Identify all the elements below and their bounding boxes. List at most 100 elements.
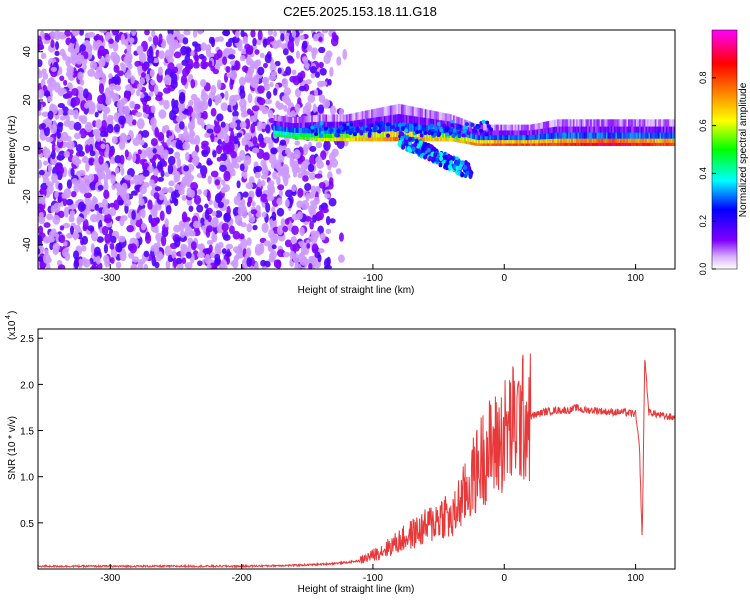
noise-cell <box>282 225 289 233</box>
ridge-cell <box>673 142 675 146</box>
noise-cell <box>87 225 95 232</box>
ridge-cell <box>626 142 629 146</box>
noise-cell <box>144 30 150 36</box>
noise-cell <box>250 30 256 38</box>
ridge-cell <box>476 143 479 146</box>
noise-cell <box>171 250 177 259</box>
noise-cell <box>315 156 323 164</box>
ridge-cell <box>278 131 281 137</box>
noise-cell <box>327 78 332 86</box>
noise-cell <box>239 222 247 228</box>
top-x-axis-label: Height of straight line (km) <box>298 285 415 296</box>
noise-cell <box>150 206 158 217</box>
ridge-cell <box>427 137 431 142</box>
bottom-plot-frame <box>37 328 676 570</box>
ridge-cell <box>613 138 617 146</box>
noise-cell <box>165 205 172 215</box>
noise-cell <box>261 166 269 177</box>
noise-cell <box>189 138 198 145</box>
top-y-tick-label: -20 <box>22 189 33 204</box>
noise-cell <box>88 157 95 164</box>
noise-cell <box>219 164 227 172</box>
ridge-cell <box>585 138 588 146</box>
noise-cell <box>201 149 209 158</box>
noise-cell <box>210 251 216 259</box>
noise-cell <box>54 50 60 57</box>
ridge-branch-cell <box>430 151 435 157</box>
ridge-cell <box>651 142 654 146</box>
ridge-cell <box>495 143 498 146</box>
ridge-cell <box>303 133 306 140</box>
noise-cell <box>302 175 309 182</box>
noise-cell <box>95 255 101 265</box>
ridge-cell <box>500 143 503 146</box>
ridge-cell <box>530 143 533 146</box>
ridge-halo-cell <box>423 131 428 136</box>
noise-cell <box>295 50 300 59</box>
noise-cell <box>77 201 86 213</box>
ridge-cell <box>330 133 333 142</box>
noise-cell <box>97 184 104 191</box>
ridge-cell <box>483 143 486 146</box>
noise-cell <box>257 97 266 106</box>
noise-cell <box>246 66 255 75</box>
noise-cell <box>153 168 159 177</box>
noise-cell <box>268 153 277 165</box>
ridge-cell <box>298 136 301 140</box>
noise-cell <box>307 94 316 103</box>
noise-cell <box>317 104 325 114</box>
noise-cell <box>99 130 107 138</box>
noise-cell <box>49 30 56 40</box>
noise-cell <box>138 52 147 63</box>
ridge-cell <box>646 142 650 146</box>
noise-cell <box>100 56 106 66</box>
noise-cell <box>38 169 45 176</box>
noise-cell <box>131 119 137 126</box>
ridge-cell <box>599 138 602 146</box>
ridge-cell <box>524 143 527 146</box>
noise-cell <box>254 171 261 179</box>
ridge-cell <box>527 140 530 146</box>
ridge-cell <box>624 138 628 146</box>
noise-cell <box>185 251 192 259</box>
noise-cell <box>104 233 112 244</box>
noise-cell <box>302 57 309 64</box>
noise-cell <box>261 211 267 218</box>
noise-cell <box>236 132 243 138</box>
ridge-cell <box>587 138 590 146</box>
ridge-cell <box>582 138 585 146</box>
ridge-cell <box>292 132 295 139</box>
ridge-cell <box>379 131 382 142</box>
ridge-cell <box>383 131 386 142</box>
noise-cell <box>282 48 289 56</box>
ridge-halo-cell <box>422 127 427 132</box>
ridge-cell <box>560 142 563 146</box>
ridge-halo-cell <box>473 129 478 134</box>
ridge-cell <box>495 140 498 146</box>
ridge-branch-cell <box>439 156 444 162</box>
noise-cell <box>182 37 189 45</box>
noise-cell <box>82 224 88 232</box>
noise-cell <box>110 51 119 62</box>
noise-cell <box>316 89 323 96</box>
ridge-cell <box>591 142 594 146</box>
noise-cell <box>162 87 171 94</box>
noise-cell <box>232 110 239 118</box>
ridge-branch-cell <box>439 151 444 157</box>
ridge-cell <box>306 137 309 140</box>
ridge-branch-cell <box>433 152 438 158</box>
ridge-cell <box>571 142 574 146</box>
noise-cell <box>276 249 285 258</box>
noise-cell <box>318 46 326 54</box>
noise-cell <box>128 252 135 259</box>
noise-cell <box>283 105 288 112</box>
ridge-cell <box>511 143 514 146</box>
ridge-cell <box>338 133 341 142</box>
noise-cell <box>113 123 121 133</box>
ridge-halo-cell <box>481 119 486 124</box>
noise-cell <box>236 180 241 189</box>
noise-cell <box>291 225 299 236</box>
noise-cell <box>300 161 309 171</box>
noise-cell <box>276 207 285 217</box>
noise-cell <box>286 55 293 61</box>
